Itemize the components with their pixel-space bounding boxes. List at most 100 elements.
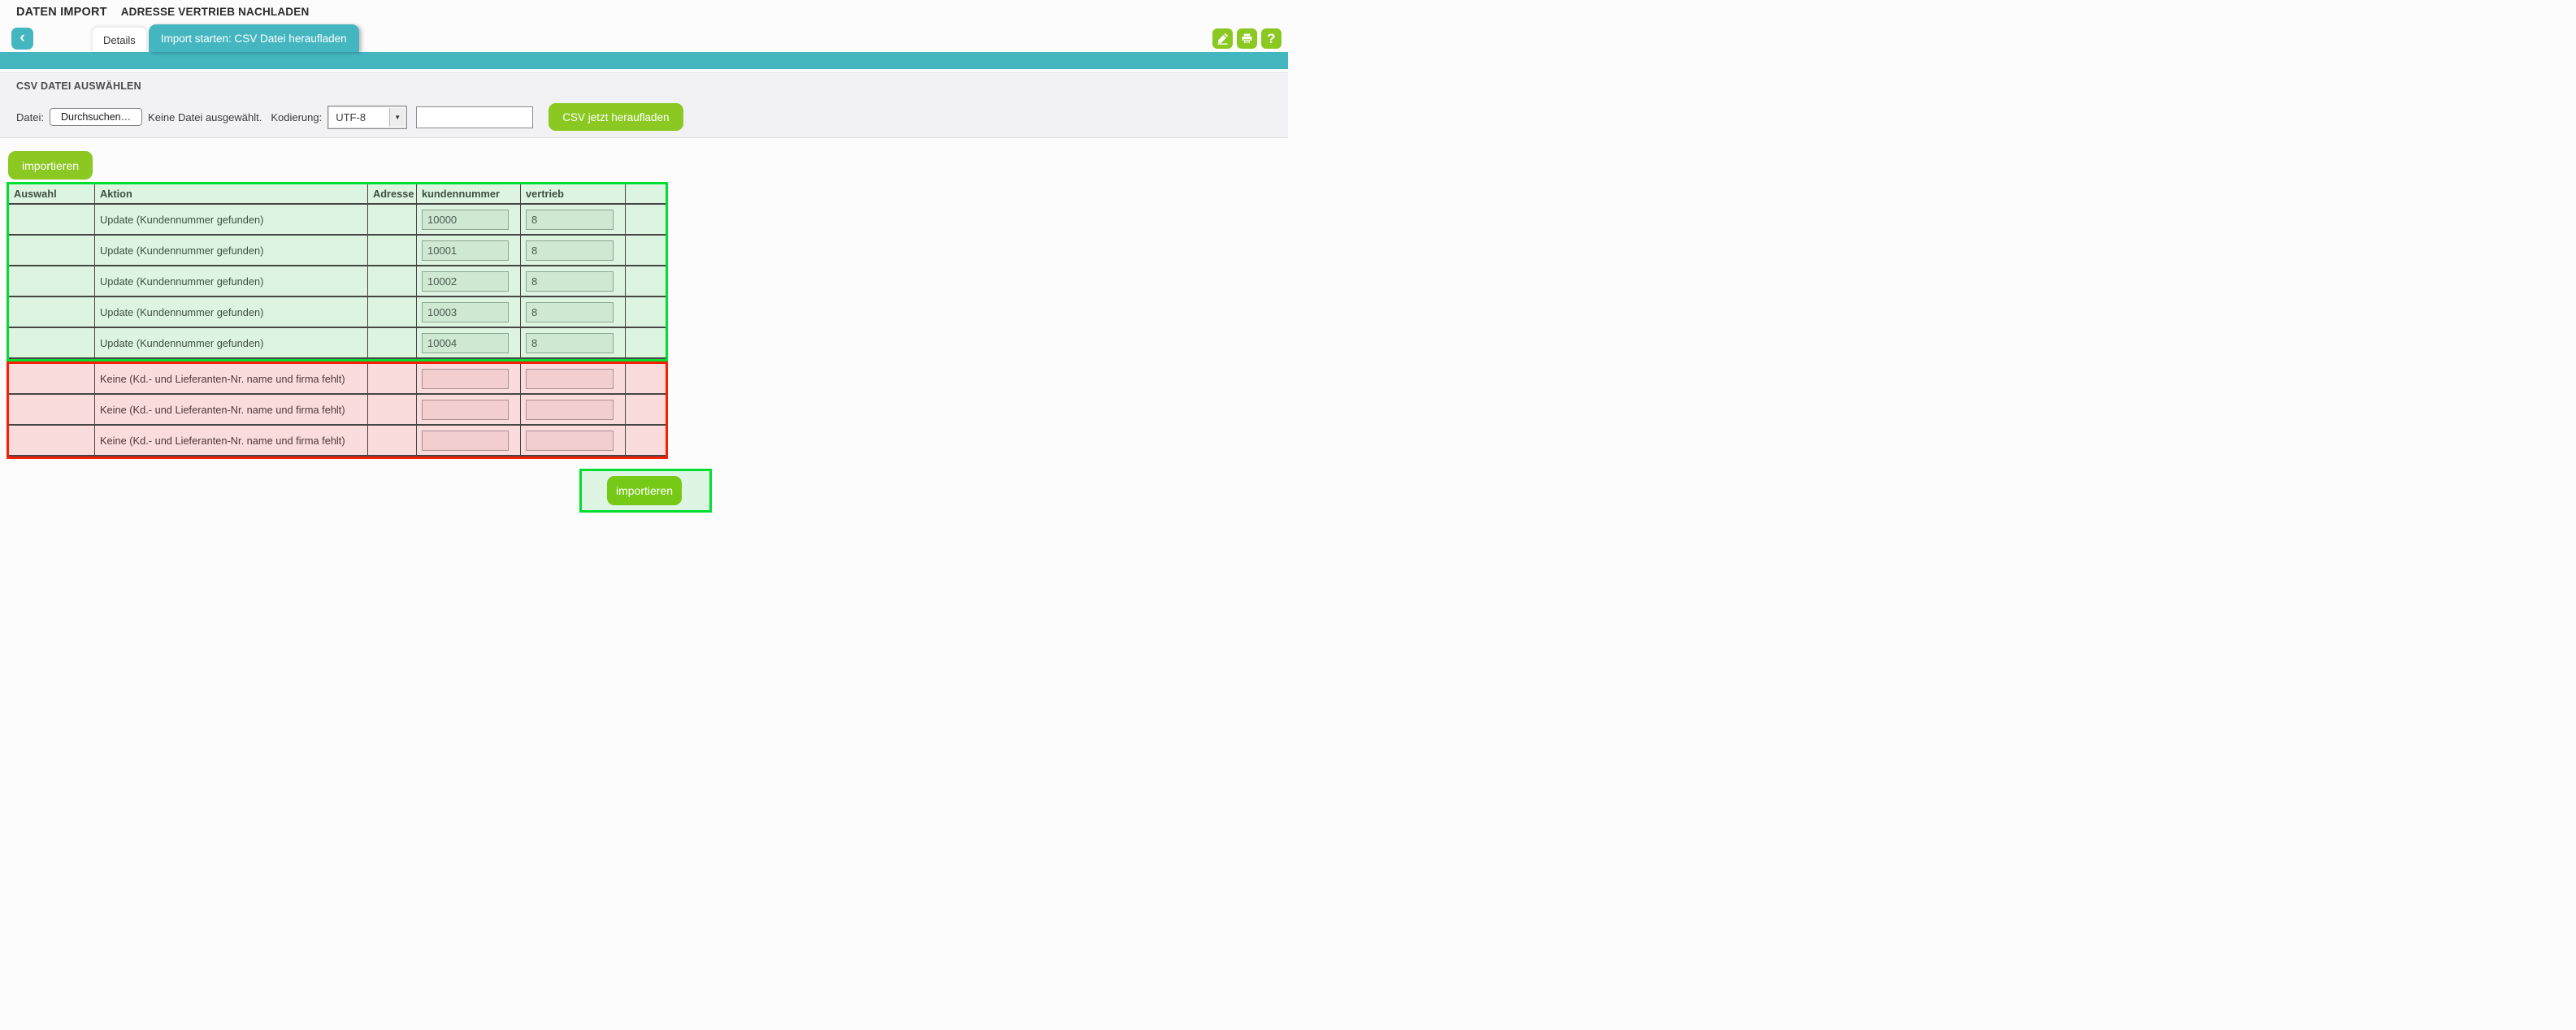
auswahl-cell <box>9 266 95 296</box>
table-error-section: Keine (Kd.- und Lieferanten-Nr. name und… <box>7 361 668 459</box>
auswahl-cell <box>9 426 95 455</box>
aktion-cell: Update (Kundennummer gefunden) <box>95 236 368 265</box>
extra-cell <box>626 364 666 393</box>
import-button-bottom[interactable]: importieren <box>607 476 682 505</box>
chevron-left-icon: ‹ <box>20 29 25 46</box>
teal-bar <box>0 52 1288 69</box>
auswahl-cell <box>9 205 95 234</box>
extra-cell <box>626 266 666 296</box>
upload-form-row: Datei: Durchsuchen… Keine Datei ausgewäh… <box>16 102 683 132</box>
adresse-cell <box>368 297 417 327</box>
auswahl-cell <box>9 364 95 393</box>
tab-label: Import starten: CSV Datei heraufladen <box>160 32 347 45</box>
table-row: Update (Kundennummer gefunden) <box>9 236 666 266</box>
adresse-cell <box>368 426 417 455</box>
vertrieb-input[interactable] <box>526 209 614 230</box>
help-button[interactable]: ? <box>1261 28 1281 49</box>
vertrieb-input[interactable] <box>526 399 614 420</box>
kundennummer-input[interactable] <box>422 399 509 420</box>
encoding-label: Kodierung: <box>271 110 323 123</box>
back-button[interactable]: ‹ <box>11 28 33 50</box>
tab-label: Details <box>103 33 136 46</box>
adresse-cell <box>368 236 417 265</box>
column-header-aktion: Aktion <box>95 184 368 203</box>
aktion-cell: Keine (Kd.- und Lieferanten-Nr. name und… <box>95 426 368 455</box>
filename-input[interactable] <box>416 106 534 128</box>
column-header-vertrieb: vertrieb <box>521 184 626 203</box>
column-header-auswahl: Auswahl <box>9 184 95 203</box>
header-actions: ? <box>1212 28 1281 49</box>
aktion-cell: Update (Kundennummer gefunden) <box>95 205 368 234</box>
auswahl-cell <box>9 328 95 357</box>
browse-button[interactable]: Durchsuchen… <box>49 108 143 126</box>
aktion-cell: Update (Kundennummer gefunden) <box>95 266 368 296</box>
kundennummer-input[interactable] <box>422 430 509 451</box>
kundennummer-input[interactable] <box>422 240 509 261</box>
table-row: Update (Kundennummer gefunden) <box>9 328 666 359</box>
aktion-cell: Keine (Kd.- und Lieferanten-Nr. name und… <box>95 364 368 393</box>
tab-bar: Details Import starten: CSV Datei herauf… <box>92 24 359 52</box>
vertrieb-input[interactable] <box>526 270 614 292</box>
pencil-icon <box>1217 32 1229 45</box>
table-row: Update (Kundennummer gefunden) <box>9 205 666 236</box>
table-row-error: Keine (Kd.- und Lieferanten-Nr. name und… <box>9 395 666 426</box>
chevron-down-icon: ▼ <box>389 107 405 127</box>
page: DATEN IMPORT ADRESSE VERTRIEB NACHLADEN … <box>0 0 1288 515</box>
aktion-cell: Update (Kundennummer gefunden) <box>95 328 368 357</box>
csv-upload-panel: CSV DATEI AUSWÄHLEN Datei: Durchsuchen… … <box>0 72 1288 138</box>
adresse-cell <box>368 364 417 393</box>
import-highlight-box: importieren <box>579 469 712 513</box>
extra-cell <box>626 395 666 424</box>
vertrieb-input[interactable] <box>526 332 614 353</box>
kundennummer-input[interactable] <box>422 332 509 353</box>
breadcrumb: DATEN IMPORT ADRESSE VERTRIEB NACHLADEN <box>16 6 309 19</box>
adresse-cell <box>368 328 417 357</box>
table-row: Update (Kundennummer gefunden) <box>9 266 666 297</box>
table-row: Update (Kundennummer gefunden) <box>9 297 666 328</box>
printer-icon <box>1242 33 1252 44</box>
adresse-cell <box>368 205 417 234</box>
tab-details[interactable]: Details <box>92 27 147 52</box>
kundennummer-input[interactable] <box>422 368 509 389</box>
adresse-cell <box>368 266 417 296</box>
column-header-kundennummer: kundennummer <box>417 184 521 203</box>
file-label: Datei: <box>16 110 44 123</box>
encoding-select[interactable]: UTF-8 ▼ <box>327 105 408 129</box>
auswahl-cell <box>9 395 95 424</box>
vertrieb-input[interactable] <box>526 368 614 389</box>
column-header-extra <box>626 184 666 203</box>
extra-cell <box>626 297 666 327</box>
tab-import-csv[interactable]: Import starten: CSV Datei heraufladen <box>148 24 359 52</box>
auswahl-cell <box>9 236 95 265</box>
print-button[interactable] <box>1237 28 1257 49</box>
page-title: DATEN IMPORT <box>16 6 107 19</box>
aktion-cell: Keine (Kd.- und Lieferanten-Nr. name und… <box>95 395 368 424</box>
extra-cell <box>626 236 666 265</box>
auswahl-cell <box>9 297 95 327</box>
file-status-text: Keine Datei ausgewählt. <box>148 110 262 123</box>
extra-cell <box>626 426 666 455</box>
kundennummer-input[interactable] <box>422 209 509 230</box>
extra-cell <box>626 205 666 234</box>
import-button-top[interactable]: importieren <box>8 151 93 180</box>
upload-csv-button[interactable]: CSV jetzt heraufladen <box>549 103 683 131</box>
encoding-value: UTF-8 <box>336 110 366 123</box>
kundennummer-input[interactable] <box>422 270 509 292</box>
vertrieb-input[interactable] <box>526 430 614 451</box>
kundennummer-input[interactable] <box>422 301 509 322</box>
vertrieb-input[interactable] <box>526 240 614 261</box>
aktion-cell: Update (Kundennummer gefunden) <box>95 297 368 327</box>
adresse-cell <box>368 395 417 424</box>
extra-cell <box>626 328 666 357</box>
table-row-error: Keine (Kd.- und Lieferanten-Nr. name und… <box>9 426 666 457</box>
import-preview-table: Auswahl Aktion Adresse kundennummer vert… <box>7 182 668 459</box>
table-header-row: Auswahl Aktion Adresse kundennummer vert… <box>9 184 666 205</box>
question-icon: ? <box>1267 30 1276 46</box>
edit-button[interactable] <box>1212 28 1233 49</box>
vertrieb-input[interactable] <box>526 301 614 322</box>
panel-title: CSV DATEI AUSWÄHLEN <box>16 80 141 92</box>
page-subtitle: ADRESSE VERTRIEB NACHLADEN <box>120 6 310 18</box>
table-green-section: Auswahl Aktion Adresse kundennummer vert… <box>7 182 668 361</box>
column-header-adresse: Adresse <box>368 184 417 203</box>
table-row-error: Keine (Kd.- und Lieferanten-Nr. name und… <box>9 364 666 395</box>
